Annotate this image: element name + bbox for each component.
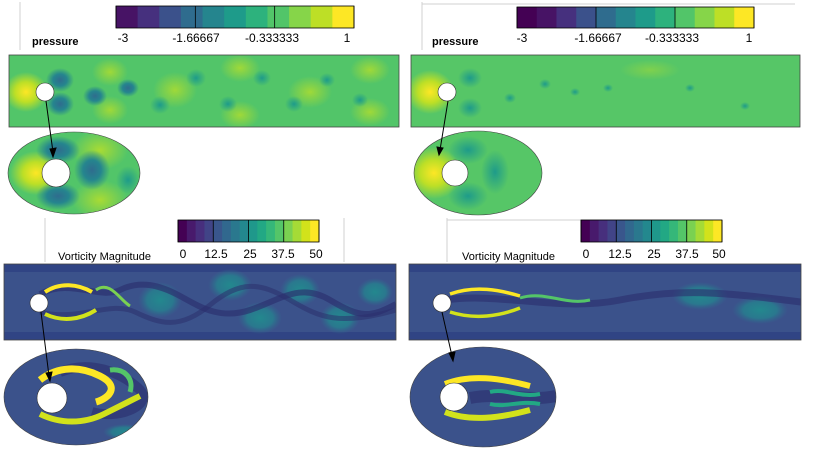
colorbar-swatch bbox=[248, 220, 258, 242]
colorbar-swatch bbox=[137, 6, 160, 28]
pressure-zoom-left bbox=[8, 132, 140, 214]
colorbar-swatch bbox=[581, 220, 591, 242]
colorbar-frame bbox=[580, 219, 723, 243]
tick-label: 12.5 bbox=[608, 247, 632, 261]
tick-label: 50 bbox=[309, 247, 323, 261]
cylinder-vorticity-zoom-right bbox=[439, 382, 469, 412]
colorbar-swatch bbox=[625, 220, 635, 242]
tick-label: 1 bbox=[745, 31, 753, 45]
colorbar-swatch bbox=[116, 6, 139, 28]
tick-label: 37.5 bbox=[271, 247, 295, 261]
legend-title: Vorticity Magnitude bbox=[58, 251, 151, 263]
colorbar-swatch bbox=[596, 7, 617, 28]
tick-label: 0 bbox=[179, 247, 187, 261]
vorticity-zoom-right bbox=[410, 347, 556, 447]
colorbar-swatch bbox=[186, 220, 197, 242]
colorbar-swatch bbox=[283, 220, 294, 242]
tick-label: 37.5 bbox=[675, 247, 699, 261]
tick-label: -0.333333 bbox=[644, 31, 700, 45]
pressure-zoom-right bbox=[414, 131, 542, 215]
tick-label: -3 bbox=[516, 31, 528, 45]
cylinder-vorticity-zoom-left bbox=[36, 382, 68, 414]
colorbar-swatch bbox=[257, 220, 267, 242]
colorbar-swatch bbox=[714, 7, 735, 28]
colorbar-swatch bbox=[633, 220, 644, 242]
tick-label: 0 bbox=[582, 247, 590, 261]
colorbar-swatch bbox=[677, 220, 688, 242]
legend-title: Vorticity Magnitude bbox=[462, 251, 555, 263]
pressure-field-right bbox=[411, 55, 800, 127]
colorbar-swatch bbox=[159, 6, 182, 28]
colorbar-swatch bbox=[660, 220, 670, 242]
colorbar-swatch bbox=[589, 220, 600, 242]
colorbar-frame bbox=[177, 219, 320, 243]
colorbar-swatch bbox=[536, 7, 557, 28]
cylinder-vorticity-right bbox=[432, 293, 452, 313]
colorbar-swatch bbox=[239, 220, 249, 242]
vorticity-field-right bbox=[409, 264, 801, 340]
cylinder-pressure-right bbox=[437, 82, 457, 102]
tick-label: -0.333333 bbox=[244, 31, 300, 45]
colorbar-swatch bbox=[204, 220, 214, 242]
colorbar-swatch bbox=[266, 220, 276, 242]
colorbar-frame bbox=[115, 5, 355, 29]
legend-title: pressure bbox=[32, 36, 79, 48]
tick-label: 1 bbox=[343, 31, 351, 45]
colorbar-swatch bbox=[292, 220, 302, 242]
colorbar-swatch bbox=[734, 7, 755, 28]
colorbar-swatch bbox=[616, 220, 626, 242]
colorbar-swatch bbox=[695, 220, 705, 242]
colorbar-swatch bbox=[598, 220, 608, 242]
colorbar-swatch bbox=[230, 220, 241, 242]
colorbar-swatch bbox=[222, 220, 232, 242]
zoom-arrows bbox=[40, 100, 456, 383]
colorbar-swatch bbox=[704, 220, 714, 242]
colorbar-swatch bbox=[267, 6, 290, 28]
legend-title: pressure bbox=[432, 36, 479, 48]
colorbar-swatch bbox=[213, 220, 223, 242]
colorbar-swatch bbox=[332, 6, 355, 28]
colorbar-swatch bbox=[178, 220, 188, 242]
colorbar-swatch bbox=[195, 220, 205, 242]
cylinder-pressure-zoom-right bbox=[441, 159, 469, 187]
pressure-field-left bbox=[9, 55, 399, 127]
colorbar-swatch bbox=[556, 7, 577, 28]
tick-label: -3 bbox=[117, 31, 129, 45]
colorbar-swatch bbox=[686, 220, 697, 242]
colorbar-swatch bbox=[651, 220, 661, 242]
tick-label: 50 bbox=[712, 247, 726, 261]
colorbar-frame bbox=[516, 6, 755, 29]
tick-label: 12.5 bbox=[204, 247, 228, 261]
colorbar-swatch bbox=[655, 7, 676, 28]
tick-label: -1.66667 bbox=[172, 31, 220, 45]
colorbar-swatch bbox=[635, 7, 656, 28]
colorbar-swatch bbox=[289, 6, 312, 28]
vorticity-field-left bbox=[4, 264, 396, 340]
colorbar-swatch bbox=[274, 220, 285, 242]
vorticity-zoom-left bbox=[4, 349, 148, 445]
tick-label: 25 bbox=[647, 247, 661, 261]
colorbar-swatch bbox=[669, 220, 679, 242]
colorbar-swatch bbox=[202, 6, 225, 28]
colorbar-swatch bbox=[245, 6, 268, 28]
colorbar-swatch bbox=[713, 220, 723, 242]
colorbar-swatch bbox=[576, 7, 597, 28]
tick-label: 25 bbox=[243, 247, 257, 261]
colorbar-swatch bbox=[607, 220, 617, 242]
cylinder-vorticity-left bbox=[29, 293, 49, 313]
colorbar-swatch bbox=[675, 7, 696, 28]
colorbar-swatch bbox=[301, 220, 311, 242]
colorbar-swatch bbox=[224, 6, 247, 28]
tick-label: -1.66667 bbox=[574, 31, 622, 45]
colorbar-swatch bbox=[310, 6, 333, 28]
colorbar-swatch bbox=[615, 7, 636, 28]
colorbar-swatch bbox=[642, 220, 652, 242]
cylinder-pressure-left bbox=[35, 82, 55, 102]
colorbar-swatch bbox=[517, 7, 538, 28]
colorbar-swatch bbox=[310, 220, 320, 242]
colorbar-swatch bbox=[180, 6, 204, 28]
cylinder-pressure-zoom-left bbox=[41, 158, 71, 188]
colorbar-swatch bbox=[694, 7, 715, 28]
